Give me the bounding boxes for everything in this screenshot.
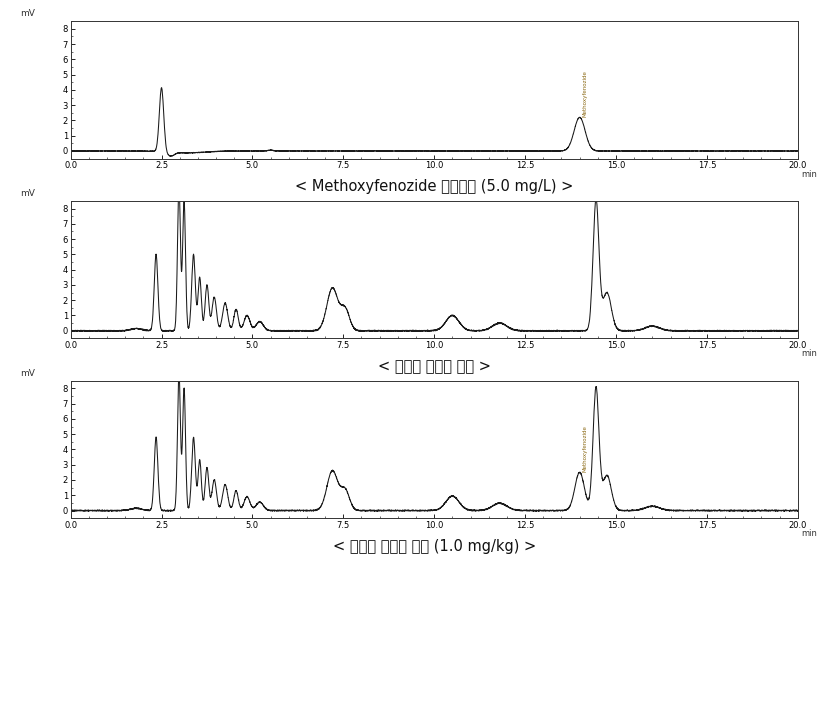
Text: min: min bbox=[801, 350, 817, 358]
Text: < Methoxyfenozide 표준용액 (5.0 mg/L) >: < Methoxyfenozide 표준용액 (5.0 mg/L) > bbox=[295, 179, 573, 195]
Text: < 들깨잎 회수율 시험 (1.0 mg/kg) >: < 들깨잎 회수율 시험 (1.0 mg/kg) > bbox=[332, 539, 536, 554]
Text: mV: mV bbox=[20, 189, 35, 198]
Text: mV: mV bbox=[20, 369, 35, 378]
Text: min: min bbox=[801, 170, 817, 178]
Text: Methoxyfenozide: Methoxyfenozide bbox=[583, 70, 588, 116]
Text: mV: mV bbox=[20, 9, 35, 18]
Text: Methoxyfenozide: Methoxyfenozide bbox=[583, 424, 588, 472]
Text: min: min bbox=[801, 529, 817, 538]
Text: < 들깨잎 무승리 시료 >: < 들깨잎 무승리 시료 > bbox=[378, 359, 490, 374]
